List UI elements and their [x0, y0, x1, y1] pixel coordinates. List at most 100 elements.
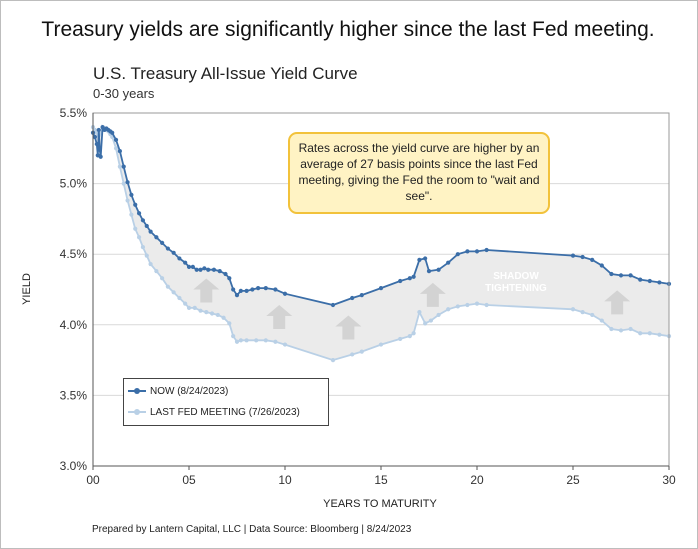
- data-point: [244, 288, 249, 294]
- data-point: [330, 358, 336, 363]
- callout-box: Rates across the yield curve are higher …: [288, 132, 550, 214]
- data-point: [113, 137, 119, 142]
- data-point: [474, 301, 480, 306]
- legend-swatch-now: [128, 388, 146, 394]
- shade-area: [93, 127, 669, 361]
- up-arrow-4: [604, 290, 631, 315]
- data-point: [417, 309, 422, 315]
- data-point: [113, 146, 119, 151]
- up-arrow-3: [419, 282, 446, 307]
- data-point: [618, 273, 624, 278]
- data-point: [465, 249, 470, 254]
- series-line: [92, 126, 670, 362]
- y-tick-label-1: 3.5%: [60, 388, 88, 402]
- up-arrow-2: [335, 315, 362, 340]
- x-tick-label-2: 10: [278, 473, 292, 487]
- data-point: [231, 333, 236, 339]
- data-point: [125, 198, 130, 203]
- data-point: [110, 130, 115, 135]
- data-point: [590, 257, 595, 262]
- data-point: [202, 266, 207, 271]
- data-point: [183, 260, 188, 265]
- data-point: [129, 212, 134, 217]
- data-point: [238, 288, 243, 294]
- data-point: [647, 278, 652, 284]
- shadow-label-line1: SHADOW: [493, 271, 539, 282]
- data-point: [580, 254, 585, 260]
- shadow-label-line2: TIGHTENING: [485, 283, 547, 294]
- data-point: [192, 305, 197, 310]
- data-point: [407, 333, 412, 339]
- data-point: [263, 285, 268, 291]
- data-point: [144, 253, 149, 258]
- data-point: [455, 252, 460, 257]
- data-point: [570, 307, 576, 312]
- data-point: [165, 246, 170, 251]
- data-point: [446, 307, 451, 312]
- series-last: [90, 125, 672, 363]
- data-point: [177, 256, 182, 261]
- data-point: [209, 311, 215, 316]
- y-tick-label-3: 4.5%: [60, 247, 88, 261]
- data-point: [186, 305, 192, 310]
- data-point: [140, 218, 146, 223]
- data-point: [165, 284, 170, 289]
- data-point: [234, 339, 240, 344]
- headline: Treasury yields are significantly higher…: [41, 18, 655, 41]
- legend-label-last: LAST FED MEETING (7/26/2023): [150, 406, 300, 418]
- data-point: [211, 267, 217, 272]
- legend-item-last: LAST FED MEETING (7/26/2023): [128, 405, 300, 419]
- data-point: [154, 269, 159, 274]
- data-point: [638, 277, 643, 282]
- data-point: [186, 264, 192, 270]
- data-point: [117, 149, 122, 154]
- data-point: [282, 291, 288, 296]
- data-point: [148, 261, 153, 267]
- data-point: [455, 304, 460, 309]
- data-point: [378, 285, 384, 291]
- data-point: [423, 256, 428, 261]
- data-point: [217, 269, 222, 274]
- legend-label-now: NOW (8/24/2023): [150, 385, 229, 397]
- data-point: [125, 180, 130, 185]
- chart-title: U.S. Treasury All-Issue Yield Curve: [93, 64, 358, 83]
- legend-item-now: NOW (8/24/2023): [128, 384, 228, 398]
- data-point: [133, 226, 138, 231]
- data-point: [144, 223, 149, 229]
- data-point: [227, 321, 232, 326]
- data-point: [590, 312, 595, 318]
- arrow-markers: [193, 278, 631, 340]
- series-lines: [90, 124, 672, 363]
- data-point: [254, 338, 259, 343]
- data-point: [446, 260, 451, 265]
- data-point: [160, 240, 165, 246]
- y-tick-label-4: 5.0%: [60, 177, 88, 191]
- data-point: [263, 338, 268, 343]
- data-point: [234, 293, 240, 298]
- data-point: [330, 302, 336, 308]
- data-point: [628, 273, 633, 278]
- legend-swatch-last: [128, 409, 146, 415]
- data-point: [121, 181, 126, 186]
- data-point: [580, 309, 585, 315]
- data-point: [638, 331, 643, 336]
- data-point: [359, 293, 364, 298]
- up-arrow-1: [266, 305, 293, 330]
- data-point: [117, 164, 122, 169]
- data-point: [359, 349, 364, 354]
- data-point: [206, 267, 211, 272]
- data-point: [609, 271, 614, 277]
- data-point: [190, 264, 195, 270]
- data-point: [194, 267, 199, 272]
- data-point: [133, 202, 138, 207]
- x-tick-label-4: 20: [470, 473, 484, 487]
- data-point: [171, 290, 176, 295]
- y-tick-label-5: 5.5%: [60, 106, 88, 120]
- data-point: [426, 269, 432, 274]
- series-now: [90, 124, 672, 308]
- data-point: [227, 276, 232, 281]
- x-tick-label-6: 30: [662, 473, 676, 487]
- data-point: [398, 336, 403, 342]
- x-tick-label-0: 00: [86, 473, 100, 487]
- y-axis-label: YIELD: [21, 273, 33, 305]
